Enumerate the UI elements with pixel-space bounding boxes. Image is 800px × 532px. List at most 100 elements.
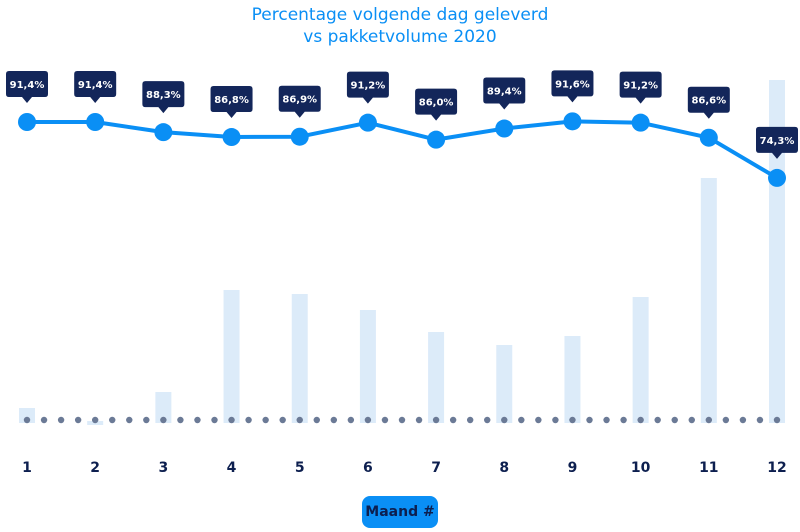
data-label-box — [210, 86, 253, 119]
data-label: 91,6% — [555, 79, 590, 90]
data-label-box — [687, 86, 730, 119]
data-point — [563, 112, 582, 131]
data-label: 91,4% — [78, 80, 113, 91]
data-point — [495, 119, 514, 138]
baseline-dot — [177, 416, 184, 424]
baseline-dot — [296, 416, 303, 424]
x-tick-label: 11 — [699, 460, 718, 476]
volume-bar — [359, 310, 376, 423]
baseline-dot — [415, 416, 423, 424]
volume-bar — [700, 178, 717, 423]
data-point — [699, 128, 718, 147]
baseline-dot — [722, 416, 730, 424]
baseline-dot — [211, 416, 218, 424]
data-label-box — [619, 71, 662, 104]
data-point — [86, 113, 105, 131]
baseline-dot — [756, 416, 764, 424]
data-point — [427, 130, 446, 149]
volume-bar — [564, 336, 581, 423]
baseline-dot — [160, 416, 167, 424]
chart-title-line1: Percentage volgende dag geleverd — [251, 5, 549, 25]
x-tick-label: 12 — [767, 460, 786, 476]
x-tick-label: 7 — [431, 460, 441, 476]
chart-title-line2: vs pakketvolume 2020 — [303, 27, 497, 47]
baseline-dot — [57, 416, 65, 424]
baseline-dot — [484, 416, 491, 424]
x-axis-label: Maand # — [362, 496, 438, 528]
baseline-dot — [279, 416, 286, 424]
baseline-dot — [552, 416, 559, 424]
percentage-line — [27, 119, 779, 180]
baseline-dot — [330, 416, 338, 424]
baseline-dot — [347, 416, 355, 424]
data-point — [290, 127, 309, 146]
baseline-dot — [586, 416, 593, 424]
baseline-dot — [466, 416, 474, 424]
baseline-dot — [398, 416, 406, 424]
data-point — [154, 123, 173, 142]
data-label-box — [551, 70, 594, 103]
data-label-box — [74, 71, 117, 103]
baseline-dot — [688, 416, 695, 424]
volume-bar — [223, 290, 240, 423]
data-point — [222, 128, 241, 147]
baseline-dot — [773, 416, 781, 424]
data-label: 88,3% — [146, 90, 181, 101]
data-label-box — [415, 88, 458, 121]
data-point — [768, 168, 786, 187]
x-tick-label: 1 — [22, 460, 32, 476]
data-point — [18, 113, 36, 131]
baseline-dot — [637, 416, 644, 424]
data-label: 91,4% — [10, 80, 45, 91]
data-label-box — [756, 126, 798, 159]
chart-title: Percentage volgende dag geleverd vs pakk… — [0, 4, 800, 48]
baseline-dot — [620, 416, 627, 424]
data-label-box — [346, 71, 389, 104]
baseline-dot — [364, 416, 372, 424]
baseline-dot — [40, 416, 48, 424]
baseline-dot — [654, 416, 661, 424]
baseline-dot — [535, 416, 542, 424]
x-tick-label: 10 — [631, 460, 651, 476]
data-label: 86,6% — [691, 96, 726, 107]
baseline-dot — [449, 416, 457, 424]
data-label-box — [483, 77, 526, 110]
data-label: 89,4% — [487, 87, 522, 98]
data-label: 74,3% — [760, 136, 795, 147]
x-tick-label: 5 — [295, 460, 305, 476]
data-label-box — [142, 81, 185, 114]
x-tick-label: 8 — [499, 460, 509, 476]
baseline-dot — [91, 416, 99, 424]
x-tick-label: 6 — [363, 460, 373, 476]
data-label: 91,2% — [351, 81, 386, 92]
baseline-dot — [671, 416, 678, 424]
baseline-dot — [109, 416, 116, 424]
baseline-dot — [262, 416, 269, 424]
data-label: 91,2% — [623, 81, 658, 92]
baseline-dot — [194, 416, 201, 424]
baseline-dot — [603, 416, 610, 424]
data-point — [631, 113, 650, 132]
baseline-dot — [74, 416, 82, 424]
baseline-dot — [245, 416, 252, 424]
baseline-dot — [501, 416, 508, 424]
baseline-dot — [569, 416, 576, 424]
baseline-dot — [518, 416, 525, 424]
volume-bar — [769, 80, 785, 423]
volume-bar — [428, 332, 445, 423]
data-label: 86,0% — [419, 98, 454, 109]
baseline-dot — [381, 416, 389, 424]
volume-bar — [496, 345, 513, 423]
x-tick-label: 4 — [227, 460, 237, 476]
data-label-box — [6, 71, 48, 103]
data-label: 86,9% — [282, 95, 317, 106]
x-tick-label: 3 — [158, 460, 168, 476]
data-label-box — [278, 85, 321, 118]
volume-bar — [155, 392, 172, 423]
baseline-dot — [23, 416, 31, 424]
volume-bar — [632, 297, 649, 423]
baseline-dot — [432, 416, 440, 424]
baseline-dot — [143, 416, 150, 424]
baseline-dot — [739, 416, 747, 424]
data-label: 86,8% — [214, 95, 249, 106]
